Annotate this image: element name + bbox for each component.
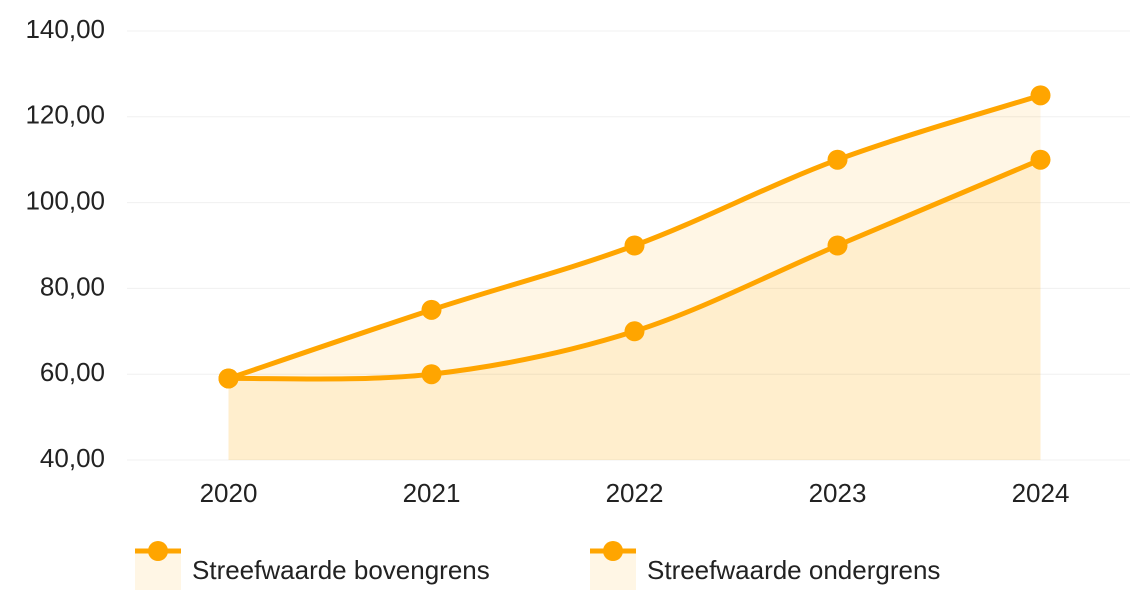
marker	[1030, 149, 1051, 170]
legend-marker	[148, 541, 168, 561]
marker	[421, 364, 442, 385]
y-tick-label: 140,00	[25, 14, 105, 44]
x-tick-label: 2020	[200, 478, 258, 508]
x-tick-label: 2022	[606, 478, 664, 508]
area	[228, 159, 1041, 460]
legend-label: Streefwaarde bovengrens	[192, 555, 490, 585]
legend-marker	[603, 541, 623, 561]
x-tick-label: 2023	[809, 478, 867, 508]
marker	[218, 368, 239, 389]
marker	[827, 235, 848, 256]
legend-label: Streefwaarde ondergrens	[647, 555, 940, 585]
marker	[624, 321, 645, 342]
marker	[624, 235, 645, 256]
y-tick-label: 80,00	[40, 271, 105, 301]
x-tick-label: 2021	[403, 478, 461, 508]
marker	[421, 299, 442, 320]
marker	[827, 149, 848, 170]
marker	[1030, 85, 1051, 106]
y-tick-label: 60,00	[40, 357, 105, 387]
y-tick-label: 40,00	[40, 443, 105, 473]
y-tick-label: 100,00	[25, 185, 105, 215]
x-tick-label: 2024	[1012, 478, 1070, 508]
y-tick-label: 120,00	[25, 100, 105, 130]
